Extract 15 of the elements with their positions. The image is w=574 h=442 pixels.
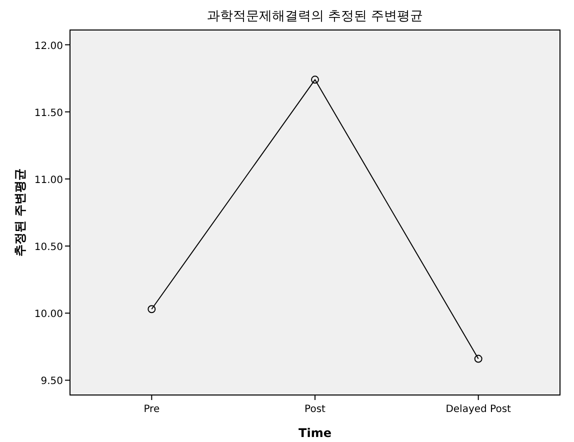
y-tick-label: 11.00 <box>34 174 63 186</box>
x-tick-label: Post <box>304 404 326 415</box>
point <box>148 305 156 314</box>
x-tick-label: Pre <box>144 404 160 415</box>
y-tick-label: 12.00 <box>34 40 63 52</box>
x-tick-label: Delayed Post <box>446 404 512 415</box>
y-axis-title: 추정된 주변평균 <box>13 168 27 257</box>
y-tick-label: 9.50 <box>40 376 63 388</box>
y-tick-label: 10.50 <box>34 242 63 254</box>
chart-title: 과학적문제해결력의 추정된 주변평균 <box>206 9 424 24</box>
x-axis-title: Time <box>298 426 332 440</box>
y-tick-label: 11.50 <box>34 108 63 119</box>
y-tick-label: 10.00 <box>34 309 63 320</box>
point <box>311 76 319 84</box>
point <box>474 354 482 363</box>
